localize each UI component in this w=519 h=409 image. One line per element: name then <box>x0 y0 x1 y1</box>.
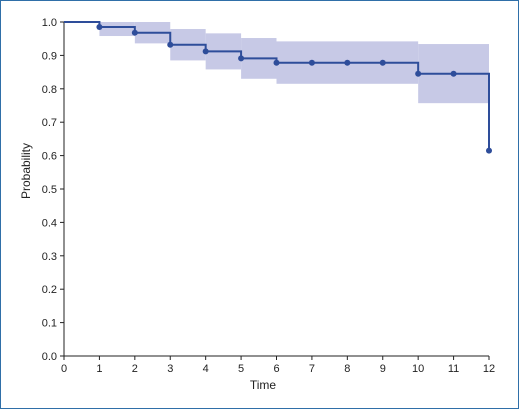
y-axis-title: Probability <box>19 143 33 199</box>
data-point <box>308 59 315 66</box>
y-tick-label: 0.0 <box>42 351 57 363</box>
data-point <box>131 29 138 36</box>
confidence-band-segment <box>99 22 135 37</box>
y-tick-label: 0.5 <box>42 184 57 196</box>
y-tick-label: 0.8 <box>42 84 57 96</box>
y-tick-label: 0.7 <box>42 117 57 129</box>
x-tick-label: 3 <box>167 363 173 375</box>
x-tick-label: 4 <box>203 363 209 375</box>
x-tick-label: 0 <box>61 363 67 375</box>
x-tick-label: 2 <box>132 363 138 375</box>
data-points-layer <box>96 24 492 154</box>
y-tick-label: 0.3 <box>42 251 57 263</box>
data-point <box>273 59 280 66</box>
x-tick-label: 6 <box>273 363 279 375</box>
y-tick-label: 0.9 <box>42 50 57 62</box>
x-tick-label: 8 <box>344 363 350 375</box>
x-tick-label: 1 <box>96 363 102 375</box>
y-tick-label: 0.1 <box>42 318 57 330</box>
x-axis-title: Time <box>250 378 277 392</box>
x-tick-label: 7 <box>309 363 315 375</box>
x-tick-label: 9 <box>380 363 386 375</box>
data-point <box>167 41 174 48</box>
tick-layer: 0 1 2 3 4 5 6 7 8 9 10 11 120.00.10.20.30.40.50.60.7… <box>42 17 495 375</box>
data-point <box>486 147 492 154</box>
x-tick-label: 11 <box>448 363 459 375</box>
y-tick-label: 0.2 <box>42 284 57 296</box>
y-tick-label: 0.4 <box>42 217 57 229</box>
y-tick-label: 1.0 <box>42 17 57 29</box>
x-tick-label: 5 <box>238 363 244 375</box>
x-tick-label: 12 <box>483 363 495 375</box>
data-point <box>415 70 422 77</box>
y-tick-label: 0.6 <box>42 151 57 163</box>
data-point <box>344 59 351 66</box>
x-tick-label: 10 <box>412 363 424 375</box>
data-point <box>379 59 386 66</box>
data-point <box>238 55 245 62</box>
data-point <box>96 24 103 31</box>
data-point <box>450 70 457 77</box>
data-point <box>202 48 209 55</box>
